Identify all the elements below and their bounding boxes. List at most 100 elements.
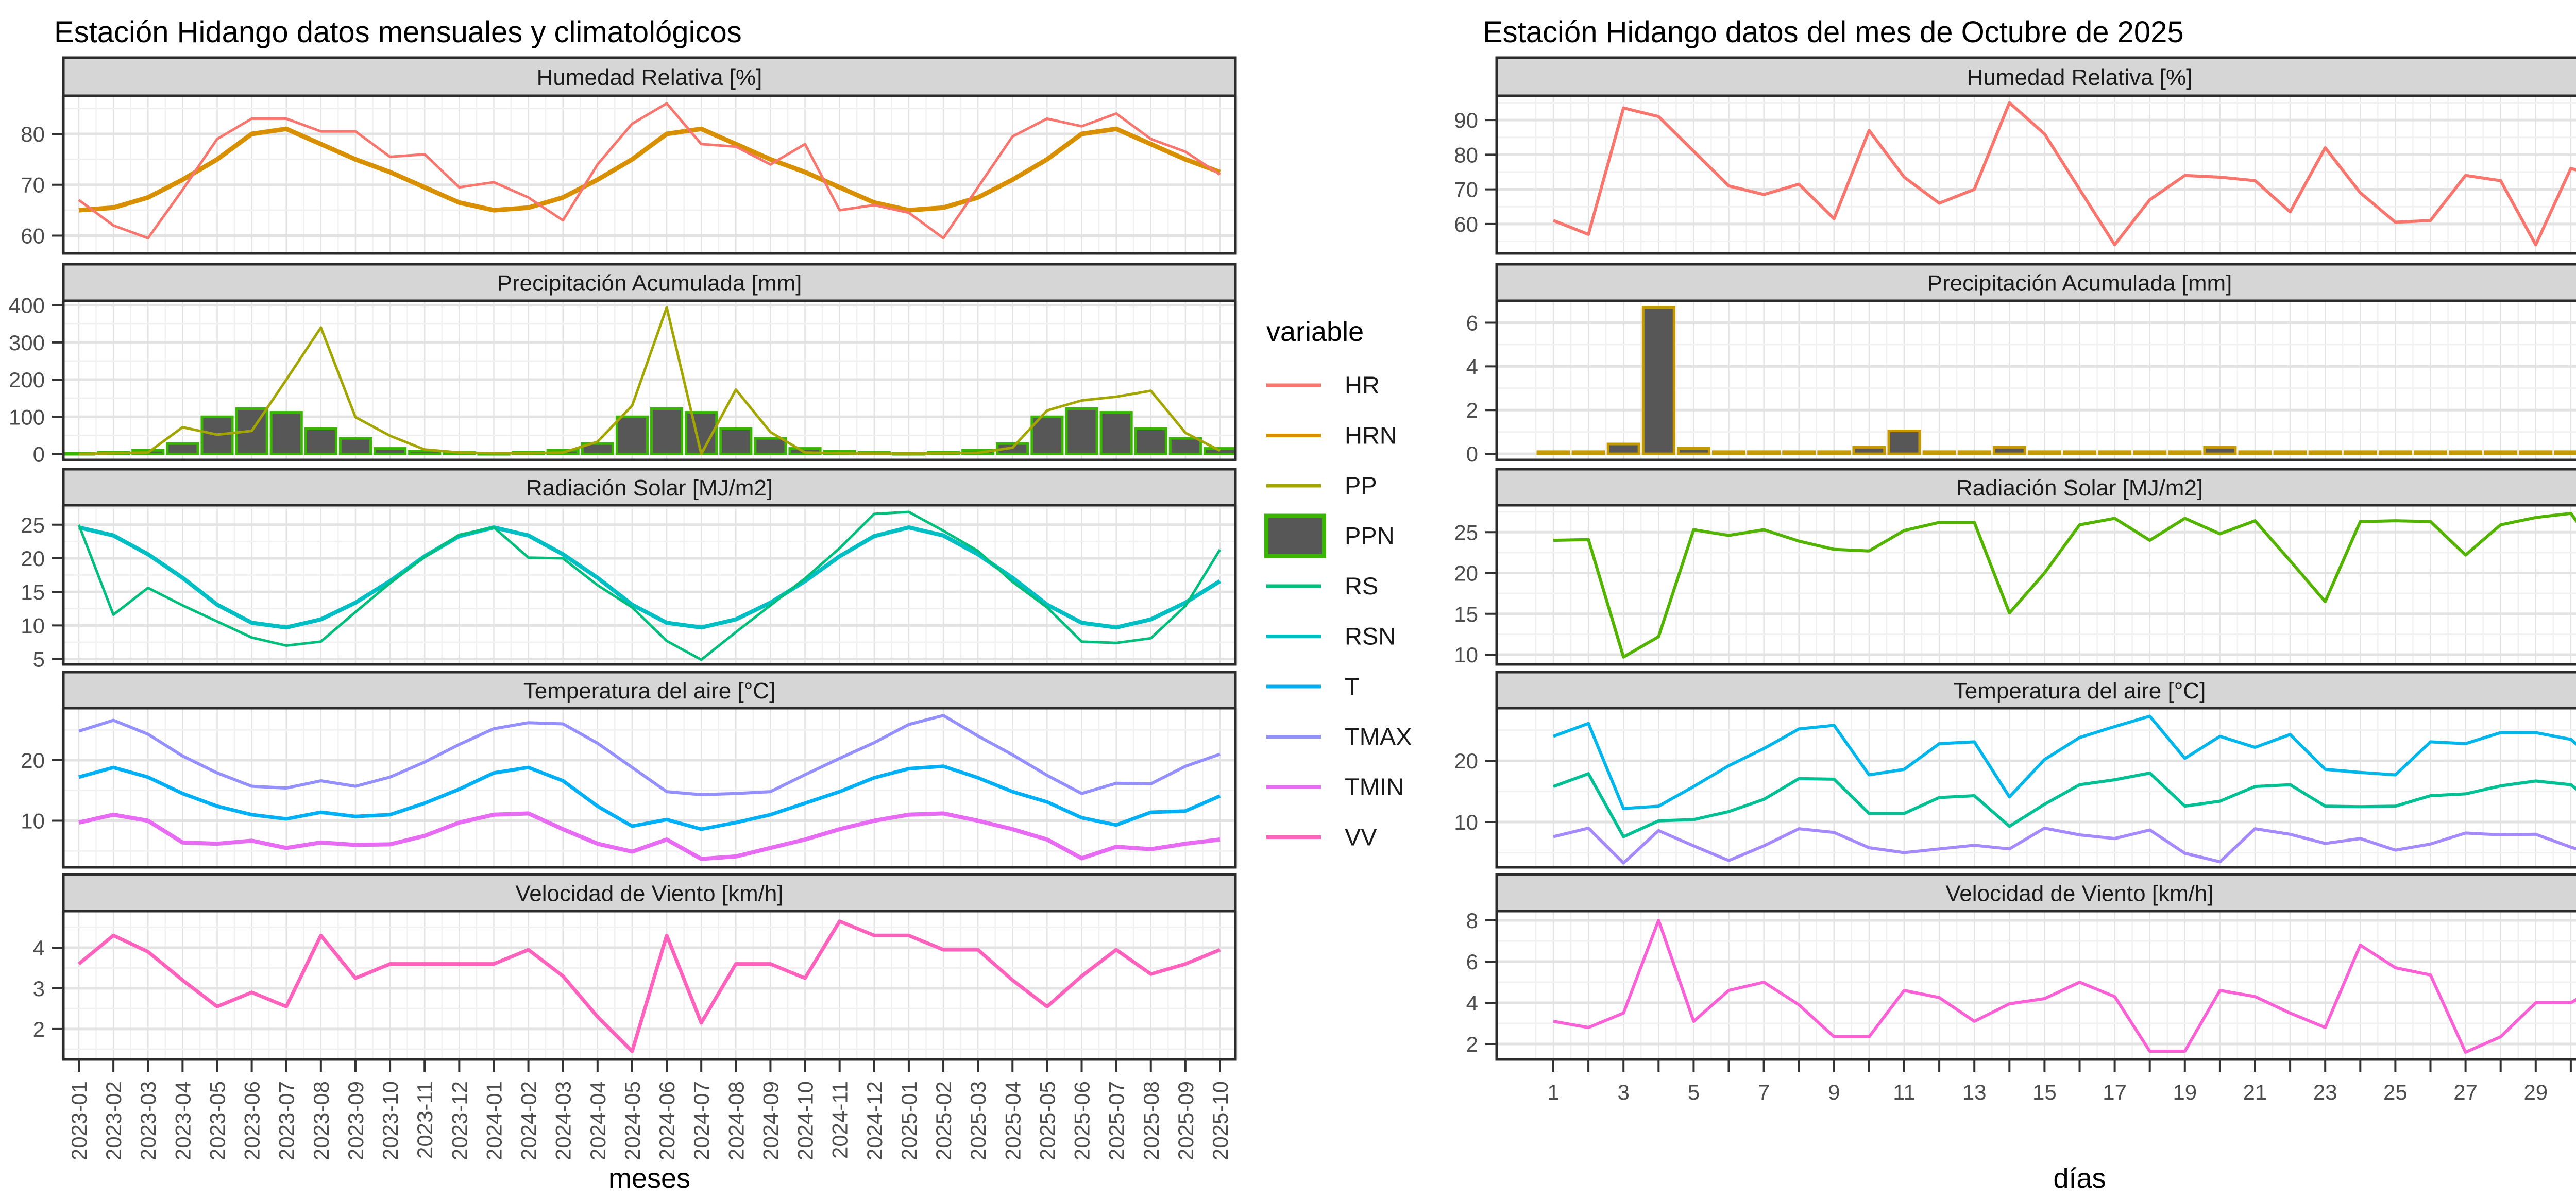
panel-title: Velocidad de Viento [km/h] [1945,881,2213,906]
x-tick-label: 29 [2523,1080,2548,1104]
legend-label-HR: HR [1345,371,1380,399]
y-tick-label: 5 [33,647,45,672]
panel-title: Precipitación Acumulada [mm] [497,271,802,296]
y-tick-label: 15 [21,580,45,604]
panel-title: Humedad Relativa [%] [1967,65,2193,90]
legend-item-VV: VV [1266,824,1377,851]
series-RS-line [1553,511,2576,659]
y-tick-label: 10 [1454,810,1478,834]
series-VV-line [1553,919,2576,1054]
panel-precipitaci-n-acumulada-mm: Precipitación Acumulada [mm] 0 100 200 300 40… [9,263,1238,466]
y-tick-label: 80 [21,122,45,146]
y-tick-label: 20 [1454,561,1478,586]
panel-radiaci-n-solar-mj-m2: Radiación Solar [MJ/m2] 10 15 20 25 [1454,468,2576,667]
x-tick-label: 2023-02 [101,1081,126,1160]
gridlines [61,708,1238,867]
y-tick-label: 60 [21,224,45,248]
legend-item-PPN: PPN [1264,513,1395,558]
series-RSN-line [78,525,1222,630]
y-tick-label: 6 [1466,950,1478,974]
panel-strip [1495,56,2576,97]
x-tick-label: 2025-01 [897,1081,921,1160]
panel-strip [1495,263,2576,302]
panel-precipitaci-n-acumulada-mm: Precipitación Acumulada [mm] 0 2 4 6 [1466,263,2576,466]
panel-strip [62,56,1237,97]
y-tick-label: 2 [1466,398,1478,422]
series-TMAX-line [78,714,1221,796]
x-tick-label: 2023-11 [413,1081,437,1159]
y-tick-label: 10 [21,809,45,833]
y-tick-label: 15 [1454,602,1478,626]
x-tick-label: 2025-05 [1035,1081,1059,1160]
y-axis: 10 20 [1454,749,1497,834]
legend-label-RSN: RSN [1345,623,1396,650]
legend-label-RS: RS [1345,572,1378,599]
gridlines [61,911,1238,1059]
y-axis: 0 100 200 300 400 [9,294,63,466]
x-tick-label: 2025-03 [966,1081,990,1160]
x-tick-label: 2024-12 [862,1081,887,1160]
y-axis: 5 10 15 20 25 [21,513,63,672]
x-axis-title: días [2053,1163,2106,1194]
x-tick-label: 2024-02 [517,1081,541,1160]
legend-label-VV: VV [1345,824,1377,851]
x-tick-label: 27 [2453,1080,2478,1104]
x-tick-label: 25 [2383,1080,2408,1104]
x-tick-label: 2024-06 [655,1081,679,1160]
panel-strip [1495,468,2576,507]
panel-strip [62,263,1237,302]
y-tick-label: 80 [1454,143,1478,167]
panel-strip [62,671,1237,710]
legend: variable HR HRN PP PPN RS RSN T TMAX TMIN VV [1264,316,1412,851]
y-tick-label: 70 [21,173,45,197]
series-HRN-line [78,126,1221,213]
x-tick-label: 2023-09 [344,1081,368,1160]
y-axis: 2 3 4 [33,936,63,1041]
gridlines [61,505,1238,664]
y-tick-label: 10 [1454,643,1478,667]
y-tick-label: 4 [1466,354,1478,379]
y-tick-label: 20 [21,546,45,571]
y-tick-label: 4 [1466,991,1478,1015]
y-tick-label: 2 [33,1017,45,1041]
y-tick-label: 0 [33,442,45,466]
x-tick-label: 19 [2173,1080,2197,1104]
gridlines [1497,505,2576,664]
x-tick-label: 13 [1962,1080,1987,1104]
y-tick-label: 2 [1466,1032,1478,1056]
panel-title: Radiación Solar [MJ/m2] [1956,475,2203,501]
panel-temperatura-del-aire-c: Temperatura del aire [°C] 10 20 [21,671,1238,869]
series-RS-line [77,510,1222,661]
legend-key-PPN [1264,513,1326,558]
legend-item-RSN: RSN [1266,623,1396,650]
x-tick-label: 2025-02 [931,1081,956,1160]
x-axis: 2023-01 2023-02 2023-03 2023-04 2023-05 2023-… [67,1059,1232,1160]
x-axis: 135791113151719212325272931 [1547,1059,2572,1104]
panel-strip [1495,873,2576,913]
x-tick-label: 2024-11 [828,1081,852,1159]
x-tick-label: 2023-08 [309,1081,333,1160]
y-tick-label: 4 [33,936,45,960]
x-tick-label: 2025-08 [1139,1081,1163,1160]
y-tick-label: 20 [1454,749,1478,773]
panel-velocidad-de-viento-km-h: Velocidad de Viento [km/h] 2 3 4 [33,873,1238,1061]
x-tick-label: 2024-05 [620,1081,645,1160]
x-tick-label: 2023-12 [447,1081,471,1160]
x-tick-label: 2023-06 [240,1081,264,1160]
series-VV-line [77,919,1221,1053]
series-HR-line [1552,101,2576,247]
x-tick-label: 2024-10 [793,1081,818,1160]
x-tick-label: 2024-01 [482,1081,506,1160]
legend-item-RS: RS [1266,572,1378,599]
x-tick-label: 2023-07 [275,1081,299,1160]
y-tick-label: 60 [1454,212,1478,236]
x-tick-label: 2025-06 [1070,1081,1094,1160]
panel-strip [62,873,1237,913]
legend-item-HRN: HRN [1266,422,1397,449]
panel-title: Precipitación Acumulada [mm] [1927,271,2232,296]
y-tick-label: 200 [9,368,45,392]
x-tick-label: 2025-10 [1208,1081,1232,1160]
series-HR-line [78,102,1221,239]
y-tick-label: 0 [1466,442,1478,466]
